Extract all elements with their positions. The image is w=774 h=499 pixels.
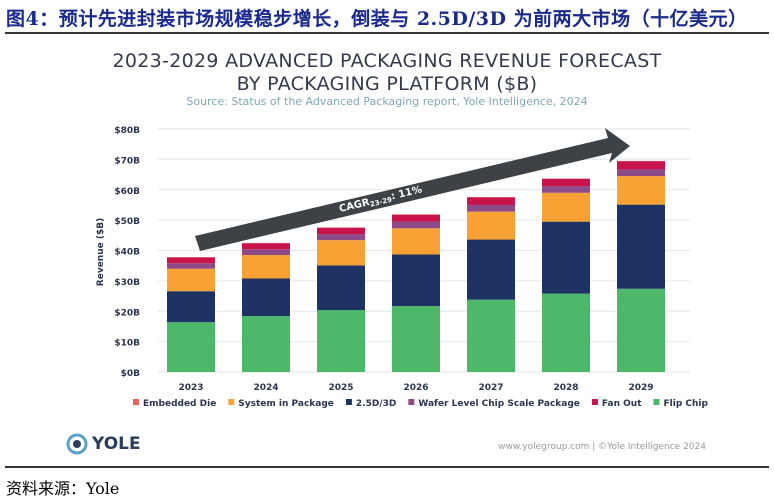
bar-fan-out xyxy=(392,214,440,222)
logo-text: YOLE xyxy=(92,434,141,454)
source-note: 资料来源：Yole xyxy=(6,479,120,498)
legend-swatch xyxy=(133,399,139,405)
bar-system-in-package xyxy=(542,192,590,222)
bar-wafer-level-chip-scale-package xyxy=(542,186,590,193)
bar-fan-out xyxy=(617,161,665,170)
bar-wafer-level-chip-scale-package xyxy=(167,263,215,269)
bar-fan-out xyxy=(467,197,515,205)
y-tick-label: $10B xyxy=(114,339,140,349)
x-tick-label: 2023 xyxy=(178,383,203,393)
legend-swatch xyxy=(408,399,415,405)
chart-title: 2023-2029 ADVANCED PACKAGING REVENUE FOR… xyxy=(112,50,662,72)
legend-label: Fan Out xyxy=(602,399,642,409)
top-divider xyxy=(5,32,769,34)
bar-wafer-level-chip-scale-package xyxy=(242,249,290,256)
bar-flip-chip xyxy=(242,316,290,372)
copyright: www.yolegroup.com | ©Yole Intelligence 2… xyxy=(498,442,706,452)
bar-2-5d-3d xyxy=(242,278,290,317)
bar-wafer-level-chip-scale-package xyxy=(317,234,365,241)
legend-swatch xyxy=(591,399,598,405)
bar-system-in-package xyxy=(242,255,290,279)
bar-wafer-level-chip-scale-package xyxy=(392,221,440,229)
legend-swatch xyxy=(345,399,352,405)
bar-2-5d-3d xyxy=(392,254,440,307)
legend-label: Embedded Die xyxy=(143,399,216,409)
y-tick-label: $30B xyxy=(114,278,140,288)
y-tick-label: $80B xyxy=(114,126,140,136)
legend-label: System in Package xyxy=(238,399,334,409)
bar-2-5d-3d xyxy=(617,204,665,289)
bar-wafer-level-chip-scale-package xyxy=(617,169,665,177)
legend-swatch xyxy=(653,399,660,405)
x-tick-label: 2025 xyxy=(328,383,353,393)
bottom-divider xyxy=(5,466,769,468)
bar-wafer-level-chip-scale-package xyxy=(467,204,515,212)
x-tick-label: 2028 xyxy=(553,383,578,393)
bar-fan-out xyxy=(167,257,215,264)
bar-flip-chip xyxy=(617,288,665,372)
cagr-arrow xyxy=(195,128,630,251)
bar-system-in-package xyxy=(167,268,215,292)
y-tick-label: $40B xyxy=(114,248,140,258)
bar-2-5d-3d xyxy=(467,239,515,300)
bar-2-5d-3d xyxy=(167,291,215,323)
legend-label: Flip Chip xyxy=(664,399,709,409)
bar-flip-chip xyxy=(542,293,590,372)
figure-title: 图4：预计先进封装市场规模稳步增长，倒装与 2.5D/3D 为前两大市场（十亿美… xyxy=(6,8,748,30)
bar-system-in-package xyxy=(392,228,440,255)
bar-system-in-package xyxy=(617,176,665,205)
bar-flip-chip xyxy=(392,306,440,372)
y-tick-label: $0B xyxy=(121,369,141,379)
x-tick-label: 2026 xyxy=(403,383,428,393)
x-tick-label: 2024 xyxy=(253,383,278,393)
y-axis-label: Revenue ($B) xyxy=(96,218,106,286)
bar-system-in-package xyxy=(467,211,515,240)
chart-subtitle: Source: Status of the Advanced Packaging… xyxy=(186,95,588,108)
bar-2-5d-3d xyxy=(317,265,365,311)
yole-logo-icon xyxy=(66,433,88,455)
bar-system-in-package xyxy=(317,240,365,266)
bar-2-5d-3d xyxy=(542,221,590,294)
bar-flip-chip xyxy=(167,322,215,372)
x-tick-label: 2027 xyxy=(478,383,503,393)
x-tick-label: 2029 xyxy=(628,383,653,393)
y-tick-label: $20B xyxy=(114,308,140,318)
y-tick-label: $60B xyxy=(114,187,140,197)
chart-title-line2: BY PACKAGING PLATFORM ($B) xyxy=(236,73,538,95)
bar-fan-out xyxy=(242,243,290,250)
yole-logo: YOLE xyxy=(66,433,141,455)
bar-fan-out xyxy=(542,178,590,187)
bar-fan-out xyxy=(317,227,365,235)
y-tick-label: $50B xyxy=(114,217,140,227)
legend-label: Wafer Level Chip Scale Package xyxy=(418,399,580,409)
bar-flip-chip xyxy=(317,310,365,372)
bar-flip-chip xyxy=(467,299,515,372)
y-tick-label: $70B xyxy=(114,156,140,166)
legend-label: 2.5D/3D xyxy=(356,399,396,409)
legend-swatch xyxy=(228,399,235,405)
